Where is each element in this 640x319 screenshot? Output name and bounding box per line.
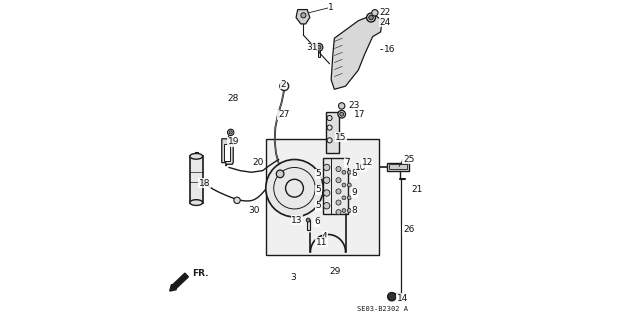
Text: SE03-B2302 A: SE03-B2302 A — [356, 307, 408, 312]
Circle shape — [266, 160, 323, 217]
Text: 24: 24 — [379, 18, 390, 27]
Circle shape — [301, 13, 306, 18]
Circle shape — [342, 183, 346, 187]
Circle shape — [342, 196, 346, 200]
Text: 28: 28 — [228, 94, 239, 103]
Polygon shape — [296, 10, 310, 24]
Circle shape — [227, 129, 234, 136]
Circle shape — [336, 167, 341, 172]
Circle shape — [276, 170, 284, 178]
Text: 3: 3 — [290, 273, 296, 282]
Text: 13: 13 — [291, 216, 303, 225]
Text: 14: 14 — [397, 294, 408, 303]
Circle shape — [229, 131, 232, 134]
Circle shape — [323, 164, 330, 171]
Text: FR.: FR. — [193, 269, 209, 278]
Circle shape — [316, 43, 323, 51]
Text: 27: 27 — [278, 110, 289, 119]
Circle shape — [342, 170, 346, 174]
Circle shape — [388, 293, 396, 301]
Text: 4: 4 — [322, 232, 328, 241]
Circle shape — [338, 110, 346, 118]
Circle shape — [348, 196, 351, 200]
Bar — [195, 152, 198, 157]
Circle shape — [336, 210, 341, 215]
Text: 29: 29 — [330, 267, 341, 276]
Circle shape — [342, 209, 346, 212]
Text: 9: 9 — [351, 189, 357, 197]
Circle shape — [323, 177, 330, 183]
Text: 2: 2 — [280, 80, 286, 89]
Ellipse shape — [190, 153, 203, 159]
Circle shape — [307, 218, 310, 222]
Text: 16: 16 — [384, 45, 396, 54]
Circle shape — [323, 203, 330, 209]
Circle shape — [369, 15, 373, 20]
Text: 1: 1 — [328, 4, 333, 12]
Bar — [323, 158, 348, 214]
Circle shape — [367, 13, 376, 22]
Text: 8: 8 — [351, 206, 357, 215]
Circle shape — [336, 200, 341, 205]
Circle shape — [317, 45, 321, 49]
Circle shape — [323, 190, 330, 196]
Polygon shape — [331, 14, 382, 89]
Text: 23: 23 — [349, 101, 360, 110]
Text: 22: 22 — [379, 8, 390, 17]
FancyArrow shape — [170, 273, 188, 291]
Text: 5: 5 — [316, 185, 321, 194]
Circle shape — [372, 10, 378, 16]
Bar — [190, 156, 203, 203]
Text: 12: 12 — [362, 158, 373, 167]
Circle shape — [348, 209, 351, 212]
Text: 5: 5 — [316, 201, 321, 210]
Text: 10: 10 — [355, 163, 367, 172]
Bar — [387, 163, 409, 171]
Text: 31: 31 — [306, 43, 317, 52]
Text: 11: 11 — [316, 238, 327, 247]
Ellipse shape — [190, 200, 203, 205]
Circle shape — [348, 183, 351, 187]
Text: 21: 21 — [411, 185, 422, 194]
Circle shape — [340, 112, 344, 116]
Bar — [266, 139, 379, 255]
Text: 15: 15 — [335, 133, 347, 142]
Text: 5: 5 — [316, 169, 321, 178]
Bar — [326, 112, 339, 153]
Polygon shape — [221, 139, 233, 166]
Circle shape — [280, 82, 289, 91]
Text: 30: 30 — [248, 206, 259, 215]
Circle shape — [234, 197, 240, 204]
Bar — [307, 220, 310, 230]
Bar — [224, 144, 230, 161]
Bar — [389, 164, 407, 169]
Circle shape — [336, 189, 341, 194]
Text: 7: 7 — [344, 158, 350, 167]
Text: 17: 17 — [353, 110, 365, 119]
Text: 19: 19 — [227, 137, 239, 146]
Text: 8: 8 — [351, 169, 357, 178]
Circle shape — [348, 170, 351, 174]
Bar — [318, 50, 320, 57]
Text: 26: 26 — [403, 225, 414, 234]
Circle shape — [336, 178, 341, 183]
Text: 18: 18 — [199, 179, 211, 188]
Text: 6: 6 — [314, 217, 320, 226]
Text: 25: 25 — [403, 155, 414, 164]
Circle shape — [339, 103, 345, 109]
Text: 20: 20 — [252, 158, 264, 167]
